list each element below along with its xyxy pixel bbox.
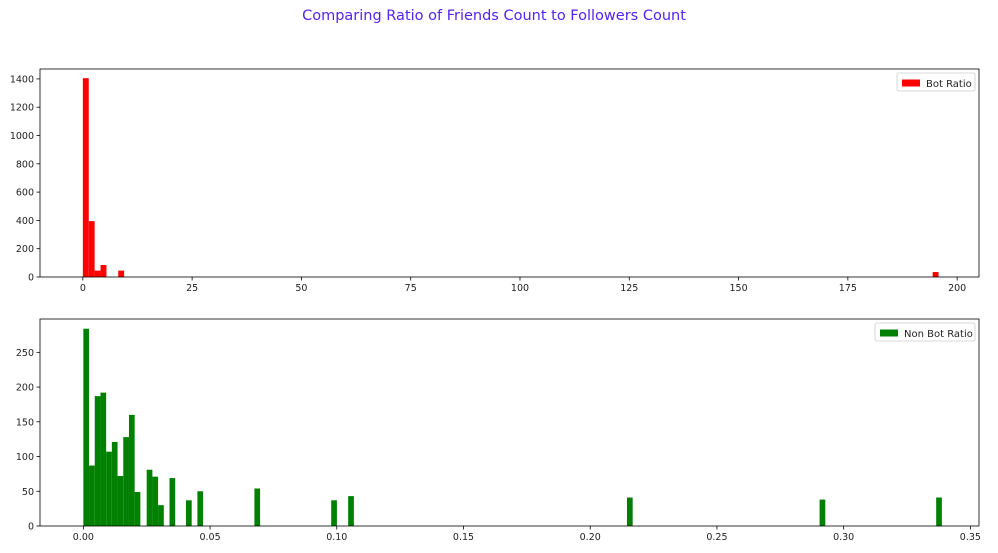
- nonbot-bar-2: [94, 396, 101, 526]
- nonbot-xtick-label-6: 0.30: [833, 532, 854, 543]
- bot-ytick-label-3: 600: [16, 188, 34, 199]
- nonbot-legend-swatch: [880, 329, 898, 337]
- bot-ytick-label-2: 400: [16, 216, 34, 227]
- nonbot-bar-21: [936, 497, 942, 526]
- nonbot-bar-6: [117, 475, 124, 526]
- nonbot-xtick-label-3: 0.15: [453, 532, 474, 543]
- bot-ytick-label-0: 0: [28, 273, 34, 284]
- nonbot-bar-14: [185, 500, 192, 526]
- nonbot-ratio-axes: 0.00 0.05 0.10 0.15 0.20 0.25 0.30 0.35 0 50 100 15…: [16, 318, 981, 543]
- bot-bar-4: [118, 270, 125, 277]
- bot-ytick-label-6: 1200: [10, 103, 34, 114]
- nonbot-legend: Non Bot Ratio: [874, 322, 976, 342]
- bot-xtick-label-6: 150: [729, 283, 747, 294]
- nonbot-xtick-label-4: 0.20: [580, 532, 601, 543]
- nonbot-legend-label: Non Bot Ratio: [904, 329, 973, 340]
- bot-legend: Bot Ratio: [896, 72, 976, 92]
- chart-title: Comparing Ratio of Friends Count to Foll…: [302, 8, 686, 24]
- nonbot-bar-8: [128, 414, 135, 526]
- bot-bar-2: [94, 270, 101, 277]
- nonbot-bar-10: [146, 469, 153, 526]
- nonbot-ytick-label-0: 0: [28, 522, 34, 533]
- nonbot-bar-1: [89, 465, 95, 526]
- nonbot-bar-20: [819, 499, 826, 526]
- bot-bar-1: [88, 221, 95, 277]
- bot-bar-0: [82, 78, 89, 277]
- nonbot-ytick-label-5: 250: [16, 348, 34, 359]
- bot-xtick-label-8: 200: [948, 283, 966, 294]
- nonbot-bar-18: [348, 496, 354, 526]
- bot-frame: [39, 68, 980, 278]
- nonbot-xtick-label-2: 0.10: [326, 532, 347, 543]
- nonbot-ytick-label-2: 100: [16, 452, 34, 463]
- bot-ratio-axes: 0 25 50 75 100 125 150 175 200 0 200 400 600 800 1000 1…: [10, 68, 980, 294]
- bot-ytick-label-7: 1400: [10, 74, 34, 85]
- bot-ytick-label-4: 800: [16, 159, 34, 170]
- bot-xtick-label-5: 125: [620, 283, 638, 294]
- nonbot-bar-4: [106, 451, 112, 526]
- bot-bar-5: [932, 272, 939, 277]
- nonbot-bar-13: [169, 478, 176, 526]
- nonbot-frame: [39, 318, 980, 527]
- nonbot-bar-5: [111, 441, 118, 526]
- bot-xtick-label-4: 100: [511, 283, 529, 294]
- nonbot-bar-0: [83, 328, 90, 526]
- bot-xtick-label-0: 0: [80, 283, 86, 294]
- nonbot-bar-9: [134, 491, 141, 526]
- nonbot-bar-17: [331, 500, 337, 526]
- nonbot-xtick-label-0: 0.00: [73, 532, 94, 543]
- nonbot-ytick-label-3: 150: [16, 417, 34, 428]
- bot-legend-swatch: [902, 79, 920, 87]
- bot-xtick-label-1: 25: [186, 283, 198, 294]
- nonbot-xtick-label-5: 0.25: [706, 532, 727, 543]
- nonbot-ytick-label-1: 50: [22, 487, 34, 498]
- nonbot-bar-15: [197, 491, 204, 526]
- bot-ytick-label-1: 200: [16, 244, 34, 255]
- nonbot-xtick-label-7: 0.35: [960, 532, 981, 543]
- bot-legend-label: Bot Ratio: [926, 79, 972, 90]
- bot-xtick-label-7: 175: [839, 283, 857, 294]
- bot-bar-3: [100, 264, 107, 277]
- nonbot-legend-box: [874, 322, 976, 342]
- nonbot-bar-3: [100, 392, 107, 526]
- nonbot-ytick-label-4: 200: [16, 383, 34, 394]
- bot-xtick-label-3: 75: [405, 283, 417, 294]
- nonbot-bar-19: [626, 497, 633, 526]
- bot-xtick-label-2: 50: [295, 283, 307, 294]
- nonbot-bar-7: [123, 437, 129, 526]
- nonbot-xtick-label-1: 0.05: [199, 532, 220, 543]
- nonbot-bar-11: [152, 476, 159, 526]
- bot-ytick-label-5: 1000: [10, 131, 34, 142]
- nonbot-bar-16: [254, 488, 261, 526]
- nonbot-bar-12: [158, 505, 164, 526]
